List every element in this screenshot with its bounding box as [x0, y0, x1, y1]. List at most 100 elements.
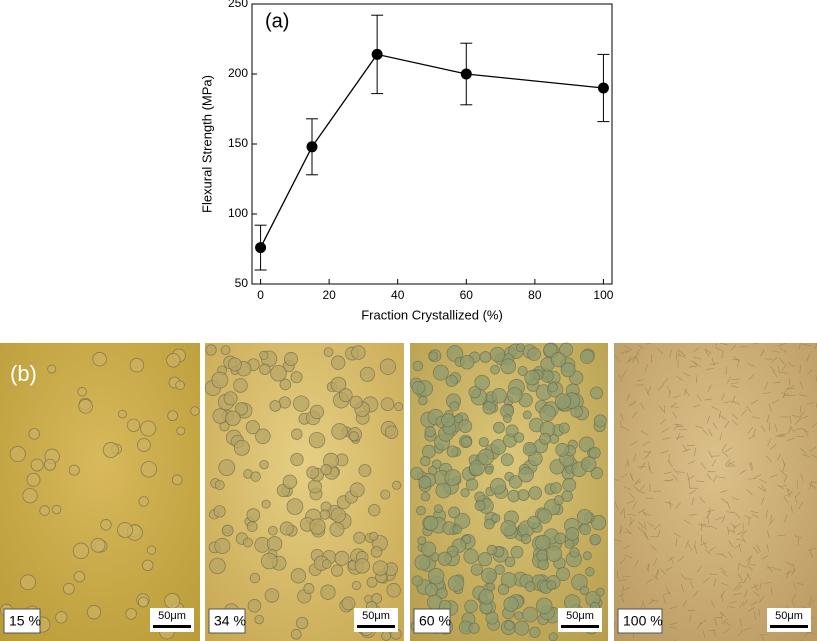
grain-boundary [614, 354, 620, 362]
grain-boundary [736, 531, 745, 535]
crystal [359, 366, 375, 382]
grain-boundary [683, 519, 692, 525]
grain-boundary [794, 491, 801, 498]
grain-boundary [726, 606, 735, 608]
crystal [504, 556, 516, 568]
grain-boundary [630, 440, 638, 446]
crystal [92, 351, 107, 367]
crystal [522, 606, 539, 623]
crystal [341, 596, 356, 611]
scale-bar [357, 625, 395, 628]
crystal [565, 527, 580, 541]
grain-boundary [779, 433, 788, 437]
grain-boundary [730, 382, 739, 385]
grain-boundary [752, 547, 759, 554]
crystal [483, 518, 495, 530]
micrograph-label: 60 % [419, 613, 451, 629]
crystal [166, 353, 181, 368]
grain-boundary [747, 606, 755, 612]
scale-label: 50μm [566, 610, 594, 622]
crystal [437, 551, 452, 566]
crystal [411, 575, 423, 587]
grain-boundary [643, 512, 652, 517]
grain-boundary [719, 567, 727, 573]
grain-boundary [730, 344, 737, 352]
grain-boundary [623, 544, 631, 550]
crystal [424, 583, 438, 597]
crystal [579, 585, 589, 596]
grain-boundary [777, 435, 786, 437]
crystal [489, 477, 507, 495]
crystal [548, 632, 558, 641]
grain-boundary [707, 509, 716, 513]
grain-boundary [708, 629, 717, 632]
micrograph [614, 343, 817, 641]
micrograph-label: 15 % [9, 613, 41, 629]
grain-boundary [750, 399, 758, 405]
y-tick-label: 100 [228, 206, 248, 220]
grain-boundary [625, 527, 632, 534]
crystal [319, 509, 331, 520]
grain-boundary [621, 585, 624, 594]
grain-boundary [644, 521, 646, 530]
grain-boundary [725, 458, 731, 466]
crystal [555, 442, 570, 457]
y-tick-label: 200 [228, 66, 248, 80]
grain-boundary [751, 513, 759, 519]
grain-boundary [770, 514, 772, 523]
grain-boundary [670, 406, 679, 409]
grain-boundary [717, 476, 726, 479]
grain-boundary [720, 342, 729, 346]
grain-boundary [668, 500, 672, 509]
grain-boundary [626, 500, 635, 504]
grain-boundary [809, 483, 817, 489]
crystal [366, 576, 378, 588]
data-point [371, 48, 383, 60]
crystal [214, 537, 231, 554]
grain-boundary [771, 350, 780, 353]
crystal [247, 599, 262, 613]
crystal [535, 597, 553, 615]
grain-boundary [734, 583, 741, 590]
crystal [164, 593, 181, 609]
grain-boundary [808, 599, 815, 606]
grain-boundary [672, 474, 679, 481]
grain-boundary [771, 399, 780, 404]
grain-boundary [704, 398, 713, 401]
grain-boundary [772, 381, 781, 384]
grain-boundary [621, 370, 627, 378]
grain-boundary [793, 535, 802, 539]
grain-boundary [647, 521, 655, 528]
crystal [86, 605, 102, 620]
scale-label: 50μm [775, 610, 803, 622]
crystal [320, 584, 336, 600]
grain-boundary [746, 564, 753, 571]
grain-boundary [800, 415, 809, 419]
grain-boundary [791, 415, 800, 418]
grain-boundary [648, 462, 650, 471]
grain-boundary [768, 518, 775, 526]
grain-boundary [620, 594, 625, 603]
grain-boundary [758, 608, 761, 617]
grain-boundary [739, 601, 745, 609]
crystal [371, 593, 383, 604]
crystal [428, 351, 438, 361]
grain-boundary [721, 350, 724, 359]
grain-boundary [658, 405, 665, 412]
grain-boundary [746, 489, 753, 496]
grain-boundary [616, 570, 619, 579]
crystal [259, 350, 269, 361]
grain-boundary [620, 412, 624, 421]
grain-boundary [806, 354, 810, 362]
crystal [410, 466, 424, 481]
crystal [290, 628, 302, 640]
crystal [20, 574, 36, 591]
grain-boundary [621, 426, 630, 431]
crystal [269, 400, 282, 412]
crystal [416, 505, 426, 516]
grain-boundary [770, 474, 778, 478]
crystal [331, 423, 348, 440]
grain-boundary [645, 342, 651, 345]
crystal [417, 536, 427, 546]
grain-boundary [739, 345, 748, 348]
